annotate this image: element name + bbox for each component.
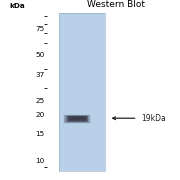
Bar (59, 13, 105, 171)
Text: Western Blot: Western Blot (87, 0, 145, 9)
Bar (59, 13, 105, 171)
Text: kDa: kDa (9, 3, 25, 9)
Text: 19kDa: 19kDa (141, 114, 166, 123)
